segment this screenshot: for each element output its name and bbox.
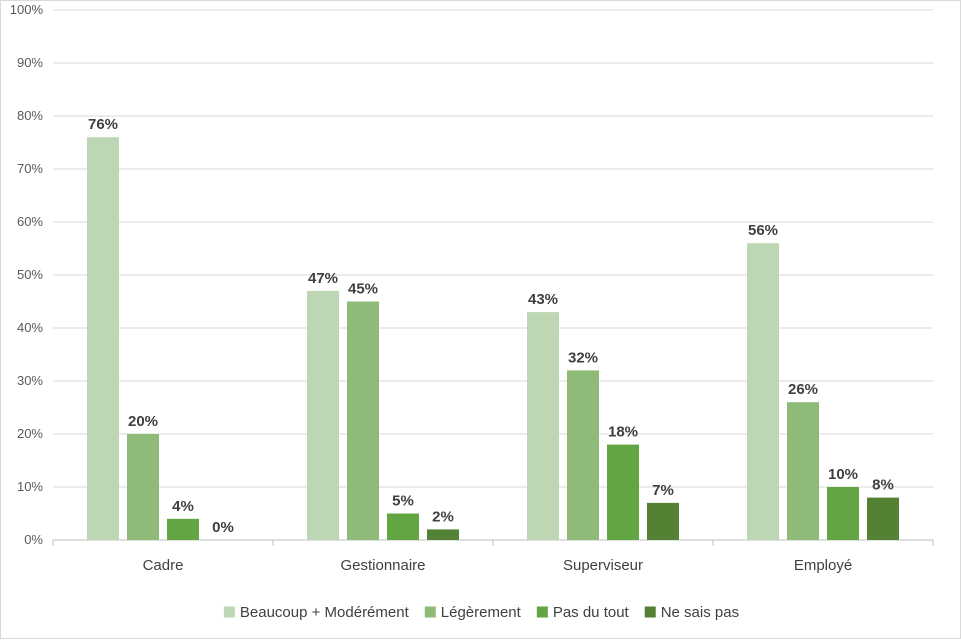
data-label: 7% xyxy=(652,482,674,499)
legend-label: Pas du tout xyxy=(553,604,630,621)
data-label: 56% xyxy=(748,222,778,239)
bar xyxy=(827,487,859,540)
y-tick-label: 0% xyxy=(24,532,43,547)
bar xyxy=(307,290,339,540)
data-label: 18% xyxy=(608,424,638,441)
bar xyxy=(167,518,199,540)
legend-swatch xyxy=(644,606,656,618)
y-tick-label: 100% xyxy=(10,2,44,17)
x-tick-label: Superviseur xyxy=(563,557,643,574)
legend-swatch xyxy=(424,606,436,618)
y-tick-label: 30% xyxy=(17,373,43,388)
legend-label: Légèrement xyxy=(441,604,522,621)
bar xyxy=(747,243,779,540)
data-label: 4% xyxy=(172,498,194,515)
bar xyxy=(867,497,899,540)
legend-swatch xyxy=(223,606,235,618)
x-tick-label: Gestionnaire xyxy=(340,557,425,574)
bar xyxy=(347,301,379,540)
y-tick-label: 80% xyxy=(17,108,43,123)
bar xyxy=(127,434,159,540)
data-label: 2% xyxy=(432,508,454,525)
data-label: 8% xyxy=(872,477,894,494)
bar xyxy=(787,402,819,540)
y-tick-label: 40% xyxy=(17,320,43,335)
data-label: 76% xyxy=(88,116,118,133)
legend-label: Ne sais pas xyxy=(661,604,739,621)
data-label: 47% xyxy=(308,270,338,287)
y-tick-label: 20% xyxy=(17,426,43,441)
data-label: 5% xyxy=(392,493,414,510)
y-tick-label: 70% xyxy=(17,161,43,176)
bar xyxy=(87,137,119,540)
x-tick-label: Cadre xyxy=(143,557,184,574)
data-label: 10% xyxy=(828,466,858,483)
bar xyxy=(527,312,559,540)
data-label: 20% xyxy=(128,413,158,430)
y-tick-label: 90% xyxy=(17,55,43,70)
data-label: 45% xyxy=(348,281,378,298)
y-tick-label: 10% xyxy=(17,479,43,494)
bar xyxy=(647,502,679,540)
bar xyxy=(607,444,639,540)
legend-label: Beaucoup + Modérément xyxy=(240,604,410,621)
bar xyxy=(427,529,459,540)
x-tick-label: Employé xyxy=(794,557,852,574)
data-label: 32% xyxy=(568,349,598,366)
y-tick-label: 60% xyxy=(17,214,43,229)
legend-swatch xyxy=(536,606,548,618)
data-label: 43% xyxy=(528,291,558,308)
y-tick-label: 50% xyxy=(17,267,43,282)
data-label: 0% xyxy=(212,519,234,536)
bar xyxy=(567,370,599,540)
data-label: 26% xyxy=(788,381,818,398)
bar xyxy=(387,513,419,540)
